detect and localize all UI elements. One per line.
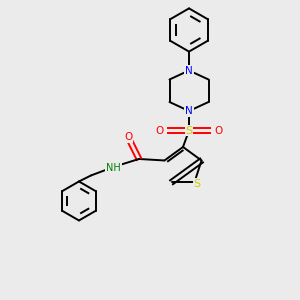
Text: S: S	[193, 179, 200, 189]
Text: N: N	[185, 106, 193, 116]
Text: O: O	[124, 132, 133, 142]
Text: NH: NH	[106, 163, 121, 173]
Text: O: O	[214, 125, 223, 136]
Text: S: S	[185, 125, 193, 136]
Text: N: N	[185, 65, 193, 76]
Text: O: O	[155, 125, 164, 136]
